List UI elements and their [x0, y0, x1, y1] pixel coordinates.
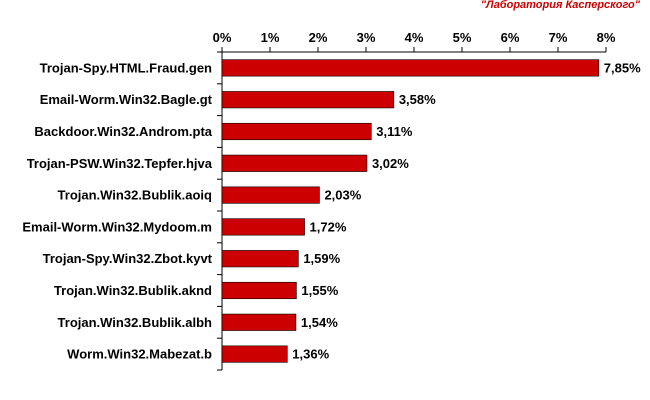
bar: [221, 154, 368, 172]
value-label: 1,59%: [303, 251, 340, 266]
category-label: Trojan-Spy.HTML.Fraud.gen: [40, 60, 212, 75]
bar: [221, 281, 297, 300]
value-label: 3,58%: [399, 92, 436, 107]
x-tick-label: 2%: [309, 30, 328, 45]
bar: [221, 250, 299, 268]
value-label: 1,54%: [301, 315, 338, 330]
value-label: 3,11%: [376, 124, 413, 139]
bar: [221, 122, 372, 141]
category-label: Trojan.Win32.Bublik.aknd: [54, 283, 212, 298]
category-label: Trojan.Win32.Bublik.aoiq: [58, 188, 213, 203]
category-label: Email-Worm.Win32.Mydoom.m: [22, 219, 212, 234]
value-label: 3,02%: [372, 156, 409, 171]
category-label: Email-Worm.Win32.Bagle.gt: [40, 92, 213, 107]
category-label: Trojan-PSW.Win32.Tepfer.hjva: [27, 156, 213, 171]
x-tick-label: 7%: [549, 30, 568, 45]
bar: [221, 59, 600, 77]
source-watermark: "Лаборатория Касперского": [480, 0, 640, 11]
value-label: 1,72%: [310, 219, 347, 234]
bar: [221, 218, 305, 236]
x-tick-label: 3%: [357, 30, 376, 45]
x-tick-label: 5%: [453, 30, 472, 45]
value-label: 2,03%: [324, 188, 361, 203]
x-tick-label: 0%: [213, 30, 232, 45]
category-label: Worm.Win32.Mabezat.b: [67, 347, 212, 362]
x-tick-label: 8%: [597, 30, 616, 45]
bar: [221, 345, 288, 363]
bar: [221, 313, 297, 331]
x-tick-label: 6%: [501, 30, 520, 45]
category-label: Trojan-Spy.Win32.Zbot.kyvt: [43, 251, 213, 266]
value-label: 1,55%: [301, 283, 338, 298]
x-tick-label: 4%: [405, 30, 424, 45]
value-label: 1,36%: [292, 347, 329, 362]
category-label: Trojan.Win32.Bublik.albh: [58, 315, 213, 330]
bar: [221, 91, 395, 109]
bar: [221, 186, 320, 204]
category-label: Backdoor.Win32.Androm.pta: [34, 124, 212, 139]
value-label: 7,85%: [604, 60, 641, 75]
x-tick-label: 1%: [261, 30, 280, 45]
